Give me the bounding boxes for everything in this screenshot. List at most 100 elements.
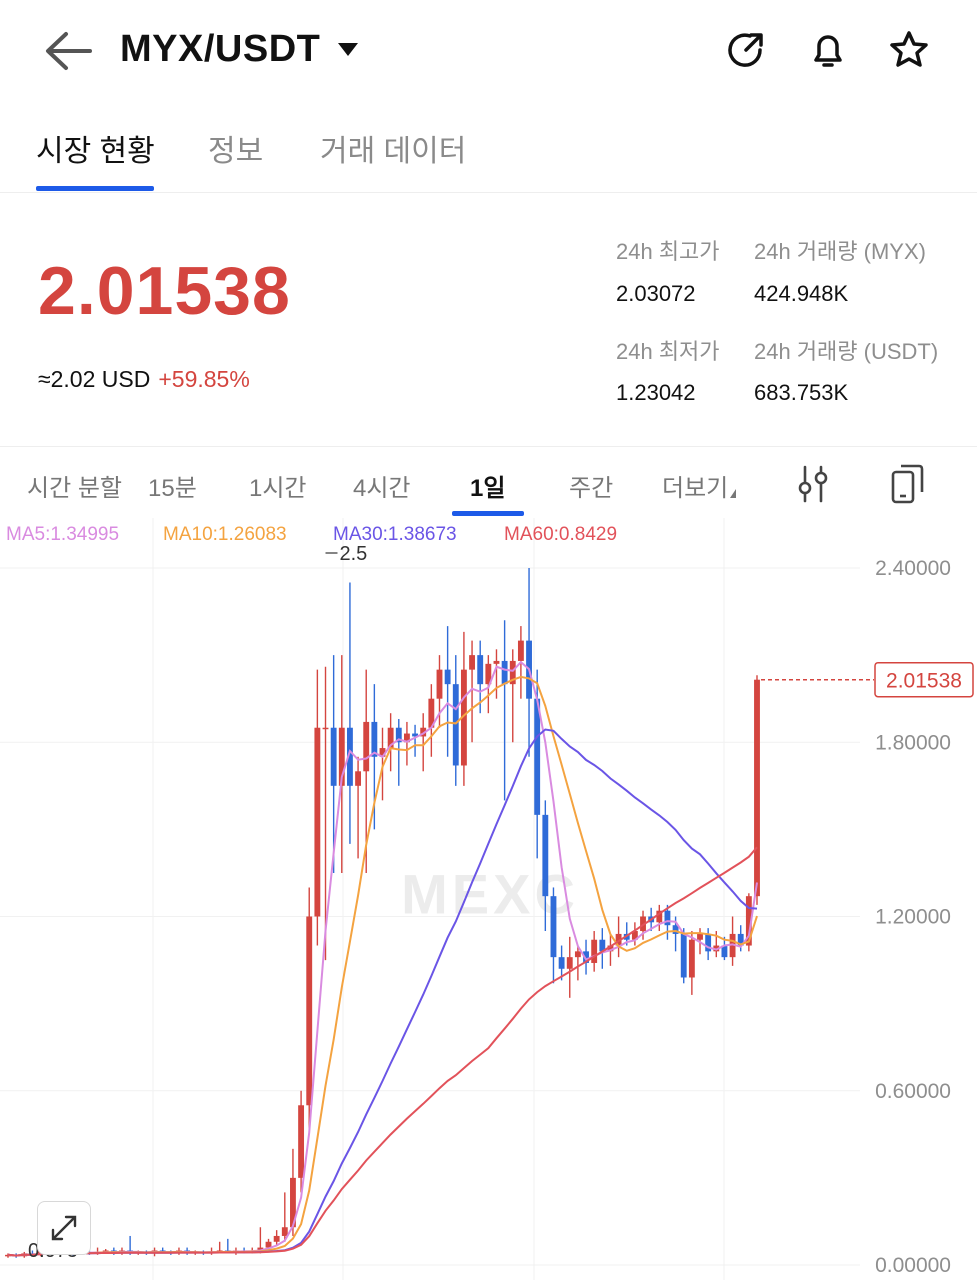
ma30-line — [7, 728, 758, 1257]
low-label: 24h 최저가 — [616, 339, 720, 364]
candle-body — [534, 698, 541, 815]
candle-body — [395, 727, 402, 743]
ma60-line — [7, 846, 758, 1257]
candle-body — [705, 933, 712, 952]
candle-body — [688, 939, 695, 978]
chevron-down-icon — [338, 43, 359, 56]
candle-body — [501, 660, 508, 685]
indicator-settings-icon[interactable] — [796, 464, 830, 504]
candle-body — [713, 945, 720, 952]
timeframe-time-split[interactable]: 시간 분할 — [27, 475, 122, 502]
candle-body — [444, 669, 451, 685]
timeframe-more[interactable]: 더보기 — [662, 468, 737, 503]
tab-trade-data[interactable]: 거래 데이터 — [320, 135, 467, 168]
candle-body — [290, 1177, 296, 1228]
active-timeframe-indicator — [452, 511, 524, 516]
usd-approx: ≈2.02 USD — [38, 366, 151, 392]
candle-body — [347, 727, 353, 786]
candle-body — [355, 771, 362, 786]
dropdown-triangle-icon — [730, 489, 737, 498]
candle-body — [363, 721, 370, 772]
candle-body — [436, 669, 443, 699]
timeframe-15m[interactable]: 15분 — [148, 475, 197, 502]
volume-quote-label: 24h 거래량 (USDT) — [754, 339, 939, 364]
candle-body — [664, 910, 671, 926]
candle-body — [428, 698, 435, 728]
last-price-tag-label: 2.01538 — [886, 670, 962, 693]
y-axis-tick-label: 1.20000 — [875, 906, 951, 929]
timeframe-1d[interactable]: 1일 — [470, 475, 506, 502]
divider — [0, 446, 977, 447]
candle-body — [469, 655, 475, 670]
ma30-label: MA30:1.38673 — [333, 524, 457, 545]
top-bar: MYX/USDT — [0, 0, 977, 100]
ma60-label: MA60:0.8429 — [504, 524, 618, 545]
tab-market-overview[interactable]: 시장 현황 — [36, 135, 155, 168]
high-value: 2.03072 — [616, 281, 696, 306]
candle-body — [729, 933, 736, 958]
refresh-share-icon[interactable] — [724, 28, 768, 72]
candle-body — [403, 733, 410, 743]
candle-body — [566, 957, 573, 969]
active-tab-indicator — [36, 186, 154, 191]
timeframe-bar: 시간 분할 15분 1시간 4시간 1일 주간 더보기 — [0, 452, 977, 516]
usd-price-line: ≈2.02 USD +59.85% — [38, 366, 250, 393]
last-price: 2.01538 — [38, 253, 291, 329]
timeframe-1h[interactable]: 1시간 — [249, 475, 307, 502]
candle-body — [656, 910, 663, 923]
high-label: 24h 최고가 — [616, 239, 720, 264]
candle-body — [574, 951, 581, 958]
candle-body — [322, 727, 329, 730]
bell-icon[interactable] — [806, 28, 850, 72]
candle-body — [338, 727, 345, 786]
timeframe-week[interactable]: 주간 — [569, 475, 614, 502]
volume-base-label: 24h 거래량 (MYX) — [754, 239, 926, 264]
candle-body — [550, 896, 557, 958]
candle-body — [542, 814, 549, 897]
volume-base-value: 424.948K — [754, 281, 849, 306]
candle-body — [680, 933, 687, 978]
back-arrow-icon[interactable] — [40, 28, 96, 74]
tab-info[interactable]: 정보 — [208, 135, 264, 168]
candle-body — [509, 660, 516, 685]
candle-body — [273, 1235, 280, 1242]
candle-body — [371, 721, 378, 757]
y-axis-tick-label: 0.60000 — [875, 1080, 951, 1103]
candle-body — [599, 939, 606, 952]
timeframe-4h[interactable]: 4시간 — [353, 475, 411, 502]
layout-toggle-icon[interactable] — [888, 462, 928, 506]
candle-body — [330, 727, 337, 786]
candle-body — [412, 733, 418, 737]
star-icon[interactable] — [887, 28, 931, 72]
candle-body — [737, 933, 744, 946]
candle-body — [281, 1227, 288, 1236]
tab-bar: 시장 현황 정보 거래 데이터 — [0, 120, 977, 193]
ma10-label: MA10:1.26083 — [163, 524, 287, 545]
ma5-label: MA5:1.34995 — [6, 524, 120, 545]
candle-body — [745, 896, 752, 946]
candle-body — [615, 933, 622, 946]
price-change-percent: +59.85% — [158, 366, 250, 392]
candle-body — [631, 931, 638, 940]
pair-name: MYX/USDT — [120, 28, 321, 70]
candle-body — [257, 1247, 264, 1251]
fullscreen-button[interactable] — [37, 1201, 91, 1255]
candle-body — [485, 663, 492, 685]
candle-body — [558, 957, 565, 969]
y-axis-tick-label: 1.80000 — [875, 731, 951, 754]
candle-body — [754, 679, 760, 897]
high-marker-label: 2.5 — [340, 543, 368, 565]
candle-body — [477, 655, 484, 685]
candle-body — [607, 945, 614, 952]
candle-body — [697, 933, 703, 940]
candle-body — [265, 1241, 272, 1248]
price-chart[interactable]: 2.40000 1.80000 1.20000 0.60000 0.00000 MEXC 2… — [0, 518, 977, 1280]
pair-selector[interactable]: MYX/USDT — [120, 28, 359, 71]
y-axis-tick-label: 2.40000 — [875, 557, 951, 580]
candle-body — [306, 916, 313, 1106]
candle-body — [721, 945, 728, 958]
candle-body — [672, 925, 679, 934]
candle-body — [460, 669, 467, 766]
candle-body — [493, 660, 500, 664]
candlestick-chart[interactable]: 2.400001.800001.200000.600000.00000MEXC2… — [0, 518, 977, 1280]
